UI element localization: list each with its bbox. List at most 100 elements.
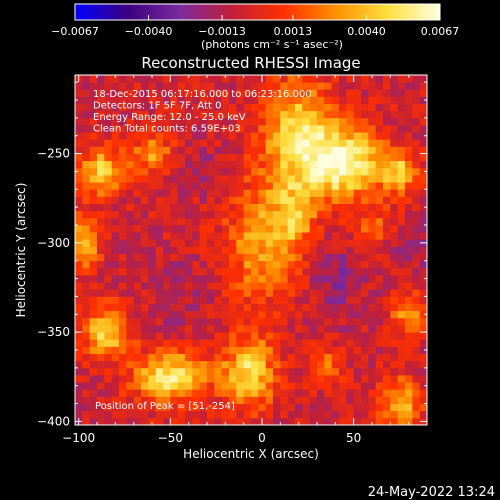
heatmap-cell [383,339,391,347]
heatmap-cell [317,82,325,90]
heatmap-cell [375,117,384,126]
heatmap-cell [126,367,135,376]
heatmap-cell [361,146,369,154]
heatmap-cell [111,289,120,297]
heatmap-cell [368,75,377,83]
heatmap-cell [243,275,252,283]
heatmap-cell [119,375,127,383]
heatmap-cell [273,260,281,269]
heatmap-cell [141,239,149,247]
heatmap-cell [302,396,311,404]
heatmap-cell [280,289,289,297]
annotation-line: Clean Total counts: 6.59E+03 [93,124,241,135]
heatmap-cell [309,210,318,219]
heatmap-cell [177,217,186,226]
heatmap-cell [82,367,91,376]
heatmap-cell [229,346,237,354]
heatmap-cell [280,246,289,254]
heatmap-cell [324,260,333,269]
heatmap-cell [97,353,105,362]
heatmap-cell [258,182,267,190]
heatmap-cell [397,117,406,126]
heatmap-cell [82,289,91,297]
heatmap-cell [309,153,318,162]
heatmap-cell [368,125,377,133]
heatmap-cell [126,396,135,404]
heatmap-cell [419,125,427,133]
heatmap-cell [361,339,369,347]
heatmap-cell [199,275,208,283]
heatmap-cell [119,210,127,219]
colorbar-tick-label: −0.0013 [198,25,246,38]
heatmap-cell [133,339,142,347]
heatmap-cell [361,225,369,233]
heatmap-cell [302,246,311,254]
heatmap-cell [368,410,377,419]
heatmap-cell [75,182,83,190]
heatmap-cell [353,75,362,83]
heatmap-cell [339,182,347,190]
heatmap-cell [185,203,193,212]
heatmap-cell [419,132,427,140]
heatmap-cell [170,346,179,354]
heatmap-cell [273,417,281,425]
heatmap-cell [324,389,333,397]
heatmap-cell [207,96,215,104]
heatmap-cell [309,182,318,190]
heatmap-cell [192,125,201,133]
heatmap-cell [390,96,399,104]
heatmap-cell [192,182,201,190]
heatmap-cell [383,367,391,376]
heatmap-cell [229,225,237,233]
heatmap-cell [104,82,113,90]
heatmap-cell [221,117,230,126]
heatmap-cell [141,217,149,226]
heatmap-cell [339,217,347,226]
heatmap-cell [214,410,223,419]
heatmap-cell [229,396,237,404]
heatmap-cell [273,296,281,304]
heatmap-cell [302,360,311,369]
heatmap-cell [89,382,98,390]
heatmap-cell [324,132,333,140]
heatmap-cell [287,139,296,147]
heatmap-cell [126,232,135,240]
heatmap-cell [170,217,179,226]
heatmap-cell [133,353,142,362]
heatmap-cell [390,189,399,197]
heatmap-cell [317,139,325,147]
heatmap-cell [141,389,149,397]
heatmap-cell [214,317,223,326]
heatmap-cell [331,239,340,247]
heatmap-cell [82,96,91,104]
heatmap-cell [119,175,127,183]
heatmap-cell [111,353,120,362]
heatmap-cell [89,403,98,412]
heatmap-cell [265,246,274,254]
heatmap-cell [214,125,223,133]
heatmap-cell [353,82,362,90]
heatmap-cell [368,260,377,269]
heatmap-cell [346,282,355,290]
heatmap-cell [251,232,259,240]
heatmap-cell [229,110,237,119]
heatmap-cell [126,117,135,126]
heatmap-cell [185,346,193,354]
heatmap-cell [163,317,171,326]
heatmap-cell [346,125,355,133]
heatmap-cell [170,389,179,397]
heatmap-cell [251,389,259,397]
heatmap-cell [368,139,377,147]
heatmap-cell [243,189,252,197]
heatmap-cell [126,332,135,340]
heatmap-cell [75,339,83,347]
heatmap-cell [390,296,399,304]
heatmap-cell [185,410,193,419]
heatmap-cell [390,346,399,354]
heatmap-cell [236,353,245,362]
heatmap-cell [214,117,223,126]
heatmap-cell [419,253,427,262]
heatmap-cell [170,282,179,290]
heatmap-cell [89,210,98,219]
heatmap-cell [287,325,296,333]
